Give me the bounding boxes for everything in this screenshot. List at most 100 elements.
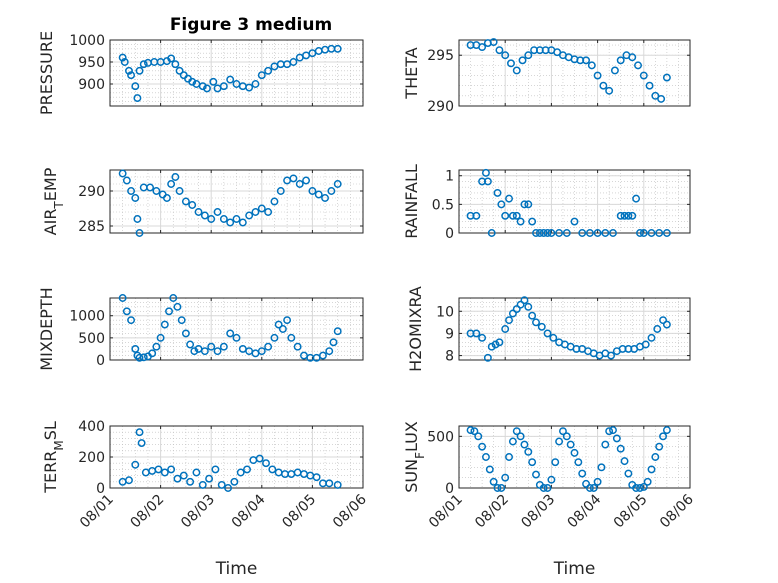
data-point bbox=[125, 66, 133, 75]
data-point bbox=[200, 211, 209, 220]
data-point bbox=[135, 428, 144, 437]
data-point bbox=[274, 320, 283, 329]
data-point bbox=[268, 465, 277, 474]
data-point bbox=[493, 188, 502, 197]
data-point bbox=[236, 468, 245, 477]
y-axis-label: TERRMSL bbox=[41, 421, 66, 494]
y-tick-label: 10 bbox=[436, 304, 454, 320]
data-point bbox=[327, 187, 336, 195]
y-tick-label: 0 bbox=[96, 353, 105, 369]
data-point bbox=[167, 465, 176, 474]
data-point bbox=[497, 484, 506, 492]
data-point bbox=[645, 81, 654, 90]
subplot-air-temp: 285 290 AIRTEMP bbox=[41, 167, 364, 237]
data-point bbox=[165, 307, 173, 316]
data-point bbox=[293, 342, 302, 351]
data-point bbox=[251, 208, 260, 216]
data-point bbox=[555, 437, 564, 446]
data-point bbox=[485, 465, 494, 474]
data-point bbox=[181, 329, 190, 338]
data-point bbox=[318, 351, 327, 360]
data-point bbox=[333, 327, 342, 336]
data-point bbox=[131, 460, 140, 469]
data-point bbox=[478, 43, 487, 52]
data-point bbox=[198, 82, 207, 91]
data-point bbox=[512, 211, 521, 220]
data-point bbox=[127, 187, 136, 195]
data-point bbox=[612, 434, 621, 443]
data-point bbox=[610, 66, 619, 75]
data-point bbox=[190, 347, 199, 356]
data-point bbox=[133, 215, 142, 223]
data-point bbox=[194, 208, 203, 216]
data-point bbox=[566, 440, 575, 449]
data-point bbox=[628, 53, 637, 62]
data-point bbox=[647, 465, 656, 474]
y-tick-label: 0 bbox=[96, 481, 105, 497]
data-point bbox=[287, 333, 296, 342]
data-point bbox=[539, 484, 548, 492]
data-point bbox=[543, 484, 552, 492]
y-axis-label: PRESSURE bbox=[37, 31, 56, 115]
data-point bbox=[636, 484, 644, 492]
axes-box bbox=[109, 297, 364, 361]
data-point bbox=[188, 77, 197, 86]
y-tick-label: 950 bbox=[78, 55, 105, 71]
x-tick-label: 08/01 bbox=[77, 492, 117, 532]
data-point bbox=[593, 477, 602, 486]
data-point bbox=[156, 333, 165, 342]
y-tick-label: 500 bbox=[78, 331, 105, 347]
plot-area bbox=[459, 170, 690, 233]
data-point bbox=[270, 197, 279, 206]
data-point bbox=[508, 309, 517, 318]
data-point bbox=[207, 342, 216, 351]
data-point bbox=[495, 46, 504, 55]
y-axis-label: THETA bbox=[402, 47, 421, 99]
data-point bbox=[171, 173, 180, 181]
data-point bbox=[553, 48, 562, 57]
data-point bbox=[532, 318, 540, 327]
data-point bbox=[539, 229, 548, 237]
figure-title: Figure 3 medium bbox=[170, 15, 332, 35]
data-point bbox=[245, 211, 254, 220]
data-point bbox=[276, 187, 285, 195]
data-point bbox=[270, 333, 279, 342]
y-tick-label: 0 bbox=[445, 481, 454, 497]
data-point bbox=[482, 453, 490, 461]
data-point bbox=[662, 426, 671, 435]
data-point bbox=[512, 305, 521, 314]
data-point bbox=[547, 229, 556, 237]
data-point bbox=[308, 187, 317, 195]
data-point bbox=[520, 200, 529, 209]
data-point bbox=[651, 453, 660, 461]
data-point bbox=[472, 211, 481, 220]
data-point bbox=[173, 474, 182, 483]
data-point bbox=[562, 432, 571, 441]
data-point bbox=[255, 454, 264, 463]
axes-box bbox=[458, 39, 691, 107]
data-point bbox=[181, 197, 190, 206]
data-point bbox=[643, 477, 652, 486]
data-point bbox=[570, 217, 579, 226]
data-point bbox=[186, 477, 195, 486]
data-point bbox=[524, 51, 533, 60]
data-point bbox=[257, 71, 266, 80]
data-point bbox=[186, 340, 195, 349]
data-point bbox=[628, 211, 637, 220]
x-tick-label: 08/03 bbox=[178, 492, 218, 532]
data-point bbox=[169, 294, 178, 302]
data-point bbox=[213, 347, 222, 356]
data-point bbox=[232, 215, 241, 223]
data-point bbox=[226, 218, 235, 227]
data-point bbox=[162, 194, 171, 202]
data-point bbox=[232, 333, 241, 342]
data-point bbox=[219, 342, 228, 351]
data-point bbox=[472, 329, 481, 338]
data-point bbox=[224, 484, 233, 492]
data-point bbox=[616, 56, 625, 65]
x-tick-label: 08/03 bbox=[518, 492, 558, 532]
data-point bbox=[118, 169, 127, 178]
subplot-pressure: 900 950 1000 PRESSURE bbox=[37, 31, 364, 115]
data-point bbox=[582, 479, 590, 488]
